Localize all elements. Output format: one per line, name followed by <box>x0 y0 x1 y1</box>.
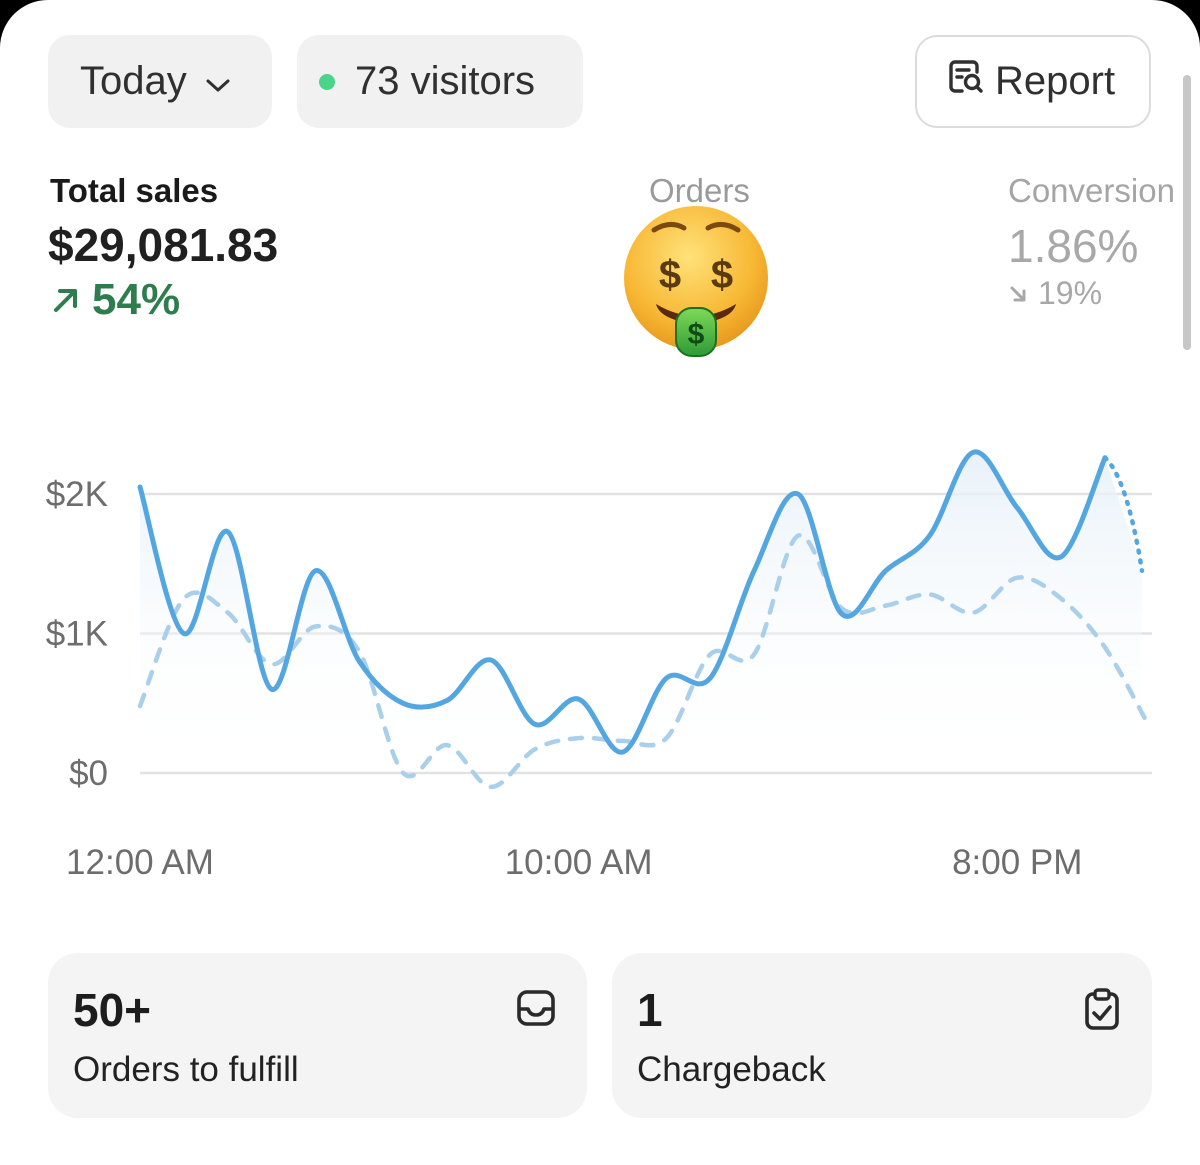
chevron-down-icon <box>205 59 231 104</box>
money-mouth-face-icon: $ $ $ <box>624 206 768 357</box>
scrollbar[interactable] <box>1183 75 1191 350</box>
report-search-icon <box>947 58 985 106</box>
sales-chart: $2K $1K $0 12:00 AM 10:00 AM 8:00 PM <box>46 449 1152 882</box>
chargeback-value: 1 <box>637 984 663 1036</box>
orders-to-fulfill-card[interactable]: 50+ Orders to fulfill <box>48 953 587 1118</box>
conversion-value: 1.86% <box>1008 220 1139 272</box>
total-sales-value: $29,081.83 <box>48 219 279 271</box>
arrow-up-right-icon <box>50 284 82 316</box>
orders-to-fulfill-value: 50+ <box>73 984 152 1036</box>
x-tick-label: 12:00 AM <box>66 843 214 882</box>
orders-to-fulfill-label: Orders to fulfill <box>73 1050 299 1089</box>
live-visitors-button[interactable]: 73 visitors <box>297 35 583 128</box>
x-tick-label: 8:00 PM <box>952 843 1082 882</box>
svg-text:$: $ <box>711 253 733 297</box>
projection-line <box>1102 455 1145 573</box>
clipboard-check-icon <box>1082 987 1122 1036</box>
total-sales-change-value: 54% <box>92 275 181 324</box>
comparison-series-line <box>137 533 1151 790</box>
chargeback-label: Chargeback <box>637 1050 826 1089</box>
x-tick-label: 10:00 AM <box>505 843 653 882</box>
report-label: Report <box>995 59 1116 103</box>
total-sales-label: Total sales <box>50 172 219 209</box>
date-range-button[interactable]: Today <box>48 35 272 128</box>
y-tick-label: $1K <box>46 615 108 654</box>
arrow-down-right-icon <box>1008 284 1028 304</box>
svg-text:$: $ <box>659 253 681 297</box>
visitors-label: 73 visitors <box>355 59 536 103</box>
y-tick-label: $0 <box>69 754 108 793</box>
orders-label: Orders <box>649 172 750 209</box>
y-tick-label: $2K <box>46 475 108 514</box>
conversion-change-value: 19% <box>1038 275 1103 311</box>
sales-series-line <box>137 449 1108 755</box>
svg-text:$: $ <box>688 318 705 351</box>
inbox-icon <box>515 987 557 1034</box>
conversion-change: 19% <box>1008 275 1102 312</box>
live-dot-icon <box>319 73 335 90</box>
chargeback-card[interactable]: 1 Chargeback <box>612 953 1152 1118</box>
date-range-label: Today <box>80 59 187 103</box>
report-button[interactable]: Report <box>915 35 1151 128</box>
sales-area-fill <box>140 451 1142 773</box>
conversion-label: Conversion <box>1008 172 1175 209</box>
total-sales-change: 54% <box>50 275 180 325</box>
